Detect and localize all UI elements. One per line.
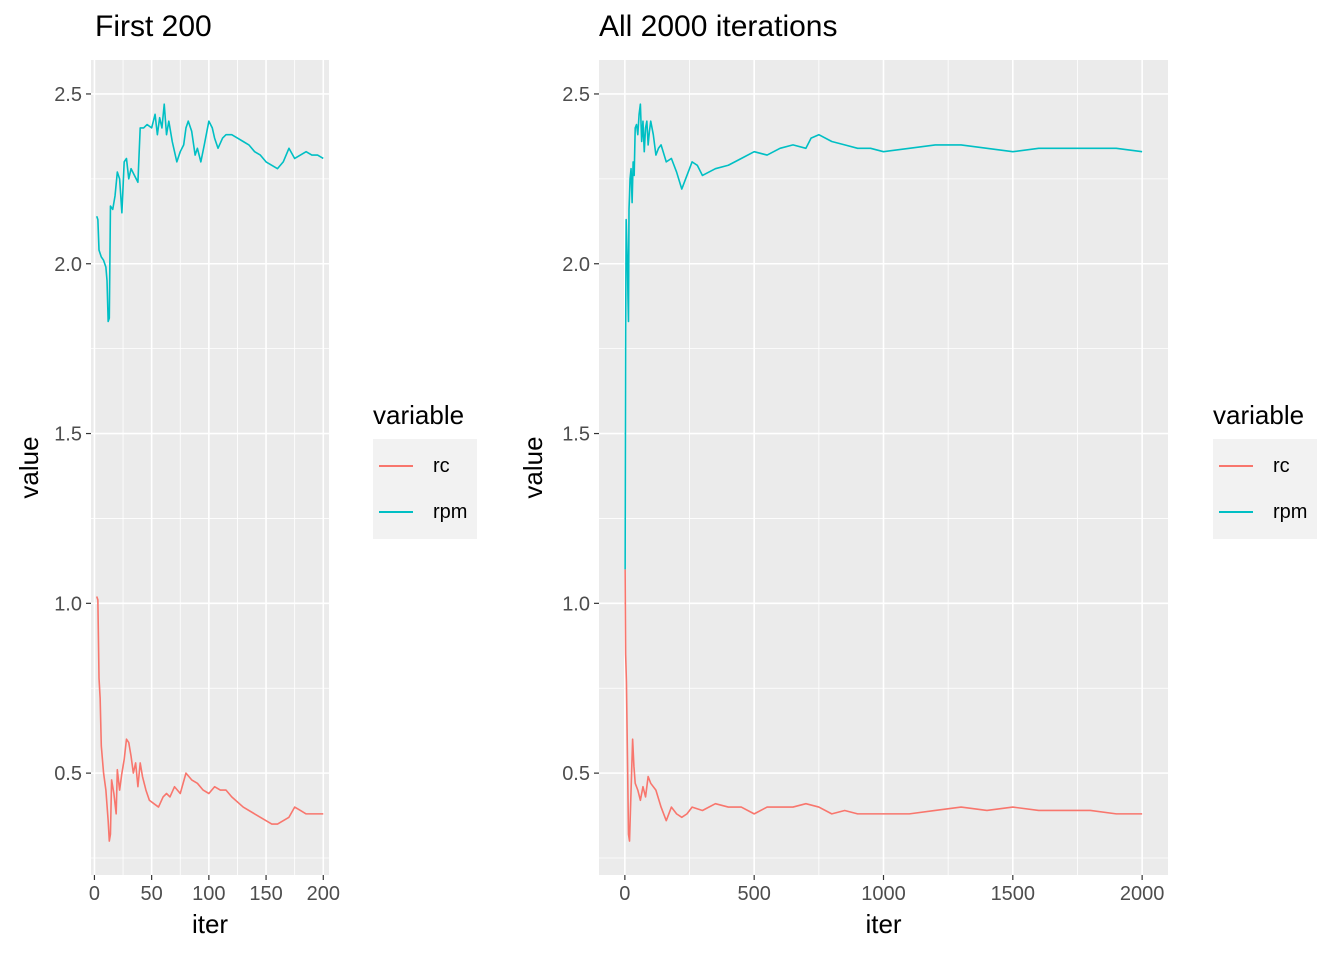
x-tick-label: 0 xyxy=(89,883,100,905)
x-tick-label: 150 xyxy=(249,883,282,905)
chart-first-200: 0 50 100 150 200 0.5 1.0 1.5 2.0 2.5 iter value xyxy=(14,60,340,939)
y-tick-label: 2.5 xyxy=(54,84,82,106)
legend-chart-1: variable rc rpm xyxy=(373,400,477,539)
legend-key-rpm xyxy=(1213,489,1259,535)
x-axis-title: iter xyxy=(192,909,228,939)
chart-all-iterations: 0 500 1000 1500 2000 0.5 1.0 1.5 2.0 2.5 iter value xyxy=(520,60,1168,939)
chart-2-title: All 2000 iterations xyxy=(599,10,838,43)
y-tick-label: 1.0 xyxy=(54,593,82,615)
y-tick-label: 1.0 xyxy=(562,593,590,615)
series-line-rc xyxy=(95,596,324,842)
x-tick-label: 2000 xyxy=(1120,883,1165,905)
legend-item-rc: rc xyxy=(1213,443,1317,489)
legend-item-rpm: rpm xyxy=(373,489,477,535)
chart-1-title: First 200 xyxy=(95,10,212,43)
x-tick-label: 200 xyxy=(307,883,340,905)
legend-item-rpm: rpm xyxy=(1213,489,1317,535)
legend-item-rc: rc xyxy=(373,443,477,489)
y-tick-label: 1.5 xyxy=(54,424,82,446)
y-axis-title: value xyxy=(520,436,548,498)
plot-panel xyxy=(91,60,329,875)
y-axis-title: value xyxy=(14,436,44,498)
legend-label-rc: rc xyxy=(433,454,450,477)
series-line-rc xyxy=(624,569,1143,842)
x-tick-label: 1500 xyxy=(991,883,1035,905)
y-tick-label: 0.5 xyxy=(562,763,590,785)
x-tick-label: 500 xyxy=(737,883,770,905)
y-tick-label: 2.0 xyxy=(54,254,82,276)
x-tick-label: 1000 xyxy=(861,883,906,905)
x-axis-title: iter xyxy=(865,909,901,939)
legend-label-rc: rc xyxy=(1273,454,1290,477)
y-tick-label: 1.5 xyxy=(562,424,590,446)
y-tick-label: 2.5 xyxy=(562,84,590,106)
legend-key-rc xyxy=(1213,443,1259,489)
x-tick-label: 0 xyxy=(619,883,630,905)
legend-chart-2: variable rc rpm xyxy=(1213,400,1317,539)
legend-title: variable xyxy=(373,400,465,430)
y-tick-label: 0.5 xyxy=(54,763,82,785)
legend-label-rpm: rpm xyxy=(433,500,468,523)
x-tick-label: 50 xyxy=(141,883,163,905)
legend-keys: rc rpm xyxy=(373,439,477,539)
series-line-rpm xyxy=(624,103,1143,570)
y-tick-label: 2.0 xyxy=(562,254,590,276)
x-tick-label: 100 xyxy=(192,883,225,905)
legend-title: variable xyxy=(1213,400,1305,430)
legend-label-rpm: rpm xyxy=(1273,500,1308,523)
legend-key-rc xyxy=(373,443,419,489)
series-line-rpm xyxy=(95,103,324,323)
legend-keys: rc rpm xyxy=(1213,439,1317,539)
legend-key-rpm xyxy=(373,489,419,535)
